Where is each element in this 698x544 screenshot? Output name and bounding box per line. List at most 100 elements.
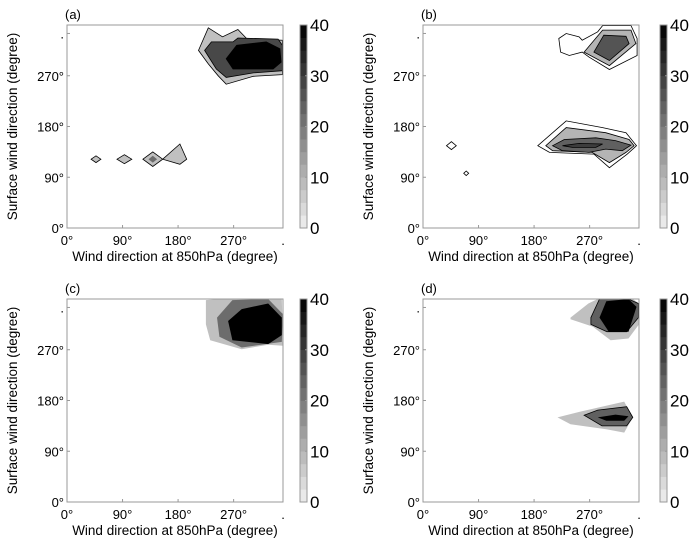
- contour-level-40: [228, 303, 282, 345]
- colorbar-band: [300, 425, 307, 439]
- colorbar-tick-label: 20: [670, 118, 689, 137]
- plot-area: [205, 299, 283, 350]
- colorbar-band: [300, 37, 307, 51]
- colorbar-band: [300, 139, 307, 153]
- colorbar-band: [660, 101, 667, 115]
- colorbar-band: [300, 400, 307, 414]
- x-tick-label: 270°: [220, 507, 247, 522]
- colorbar-tick-label: 0: [670, 219, 679, 238]
- panel-label: (b): [421, 7, 437, 22]
- colorbar-band: [300, 177, 307, 191]
- y-axis-label: Surface wind direction (degree): [361, 33, 376, 221]
- colorbar-band: [660, 50, 667, 64]
- colorbar-band: [660, 463, 667, 477]
- colorbar-band: [660, 387, 667, 401]
- panel-label: (c): [65, 281, 80, 296]
- contour-level-0: [463, 170, 470, 177]
- contour-level-30: [562, 142, 603, 148]
- colorbar-band: [660, 311, 667, 325]
- colorbar-band: [300, 50, 307, 64]
- x-tick-label: 270°: [576, 233, 603, 248]
- colorbar-band: [300, 126, 307, 140]
- colorbar-band: [660, 425, 667, 439]
- y-tick-label: 90°: [44, 444, 64, 459]
- colorbar-band: [660, 476, 667, 490]
- colorbar-band: [660, 349, 667, 363]
- x-tick-label: 0°: [417, 507, 429, 522]
- colorbar-band: [300, 88, 307, 102]
- colorbar-band: [300, 337, 307, 351]
- x-tick-label: 180°: [165, 233, 192, 248]
- colorbar-band: [300, 375, 307, 389]
- y-tick-label: 270°: [37, 69, 64, 84]
- x-axis-label: Wind direction at 850hPa (degree): [72, 249, 278, 264]
- x-tick-label: .: [281, 507, 285, 522]
- colorbar-band: [300, 489, 307, 503]
- y-tick-label: 270°: [393, 343, 420, 358]
- colorbar-tick-label: 10: [310, 168, 329, 187]
- y-axis-label: Surface wind direction (degree): [5, 307, 20, 495]
- x-tick-label: 180°: [521, 233, 548, 248]
- panel-label: (d): [421, 281, 437, 296]
- colorbar-band: [660, 126, 667, 140]
- contour-level-0: [558, 25, 638, 70]
- colorbar-band: [660, 299, 667, 312]
- contour-level-22: [148, 155, 158, 163]
- y-tick-label: 90°: [400, 444, 420, 459]
- x-tick-label: 0°: [417, 233, 429, 248]
- colorbar-tick-label: 0: [310, 493, 319, 512]
- colorbar-tick-label: 10: [670, 442, 689, 461]
- colorbar-band: [300, 387, 307, 401]
- colorbar-band: [300, 349, 307, 363]
- colorbar-band: [660, 438, 667, 452]
- colorbar-band: [300, 113, 307, 127]
- x-tick-label: 180°: [165, 507, 192, 522]
- contour-level-8: [116, 154, 133, 165]
- colorbar-tick-label: 40: [310, 290, 329, 309]
- colorbar-band: [300, 63, 307, 77]
- colorbar-band: [300, 75, 307, 89]
- colorbar-band: [660, 189, 667, 203]
- plot-area: [90, 27, 283, 167]
- x-tick-label: .: [637, 507, 641, 522]
- contour-level-40: [599, 299, 637, 332]
- x-tick-label: 180°: [521, 507, 548, 522]
- colorbar-tick-label: 40: [670, 290, 689, 309]
- y-tick-label: 180°: [37, 120, 64, 135]
- x-tick-label: 90°: [113, 507, 133, 522]
- panel-d: 0° 90° 180° 270° .0°90°180°270°.Wind directi…: [361, 281, 689, 538]
- colorbar-band: [660, 451, 667, 465]
- x-tick-label: .: [637, 233, 641, 248]
- panel-b: 0° 90° 180° 270° .0°90°180°270°.Wind directi…: [361, 7, 689, 264]
- y-tick-label: 270°: [37, 343, 64, 358]
- x-tick-label: 90°: [113, 233, 133, 248]
- colorbar-tick-label: 30: [310, 341, 329, 360]
- colorbar-band: [660, 215, 667, 229]
- colorbar-band: [300, 451, 307, 465]
- y-tick-label: 180°: [393, 394, 420, 409]
- colorbar-tick-label: 0: [670, 493, 679, 512]
- colorbar-band: [660, 164, 667, 178]
- colorbar-band: [300, 25, 307, 38]
- colorbar-band: [300, 413, 307, 427]
- contour-level-0: [445, 141, 457, 151]
- x-tick-label: 0°: [61, 233, 73, 248]
- colorbar: 0 10 20 30 40: [299, 16, 329, 238]
- x-tick-label: 90°: [469, 233, 489, 248]
- plot-area: [445, 25, 638, 177]
- colorbar-tick-label: 40: [310, 16, 329, 35]
- x-tick-label: .: [281, 233, 285, 248]
- colorbar-band: [660, 413, 667, 427]
- y-tick-label: 0°: [408, 495, 420, 510]
- colorbar-band: [660, 37, 667, 51]
- contour-level-0: [537, 120, 638, 169]
- colorbar-tick-label: 10: [310, 442, 329, 461]
- y-tick-label: 180°: [393, 120, 420, 135]
- y-tick-label: .: [60, 300, 64, 315]
- contour-level-8: [161, 143, 188, 165]
- colorbar-band: [300, 311, 307, 325]
- plot-area: [557, 299, 639, 433]
- colorbar-band: [660, 139, 667, 153]
- colorbar-band: [300, 299, 307, 312]
- x-tick-label: 270°: [220, 233, 247, 248]
